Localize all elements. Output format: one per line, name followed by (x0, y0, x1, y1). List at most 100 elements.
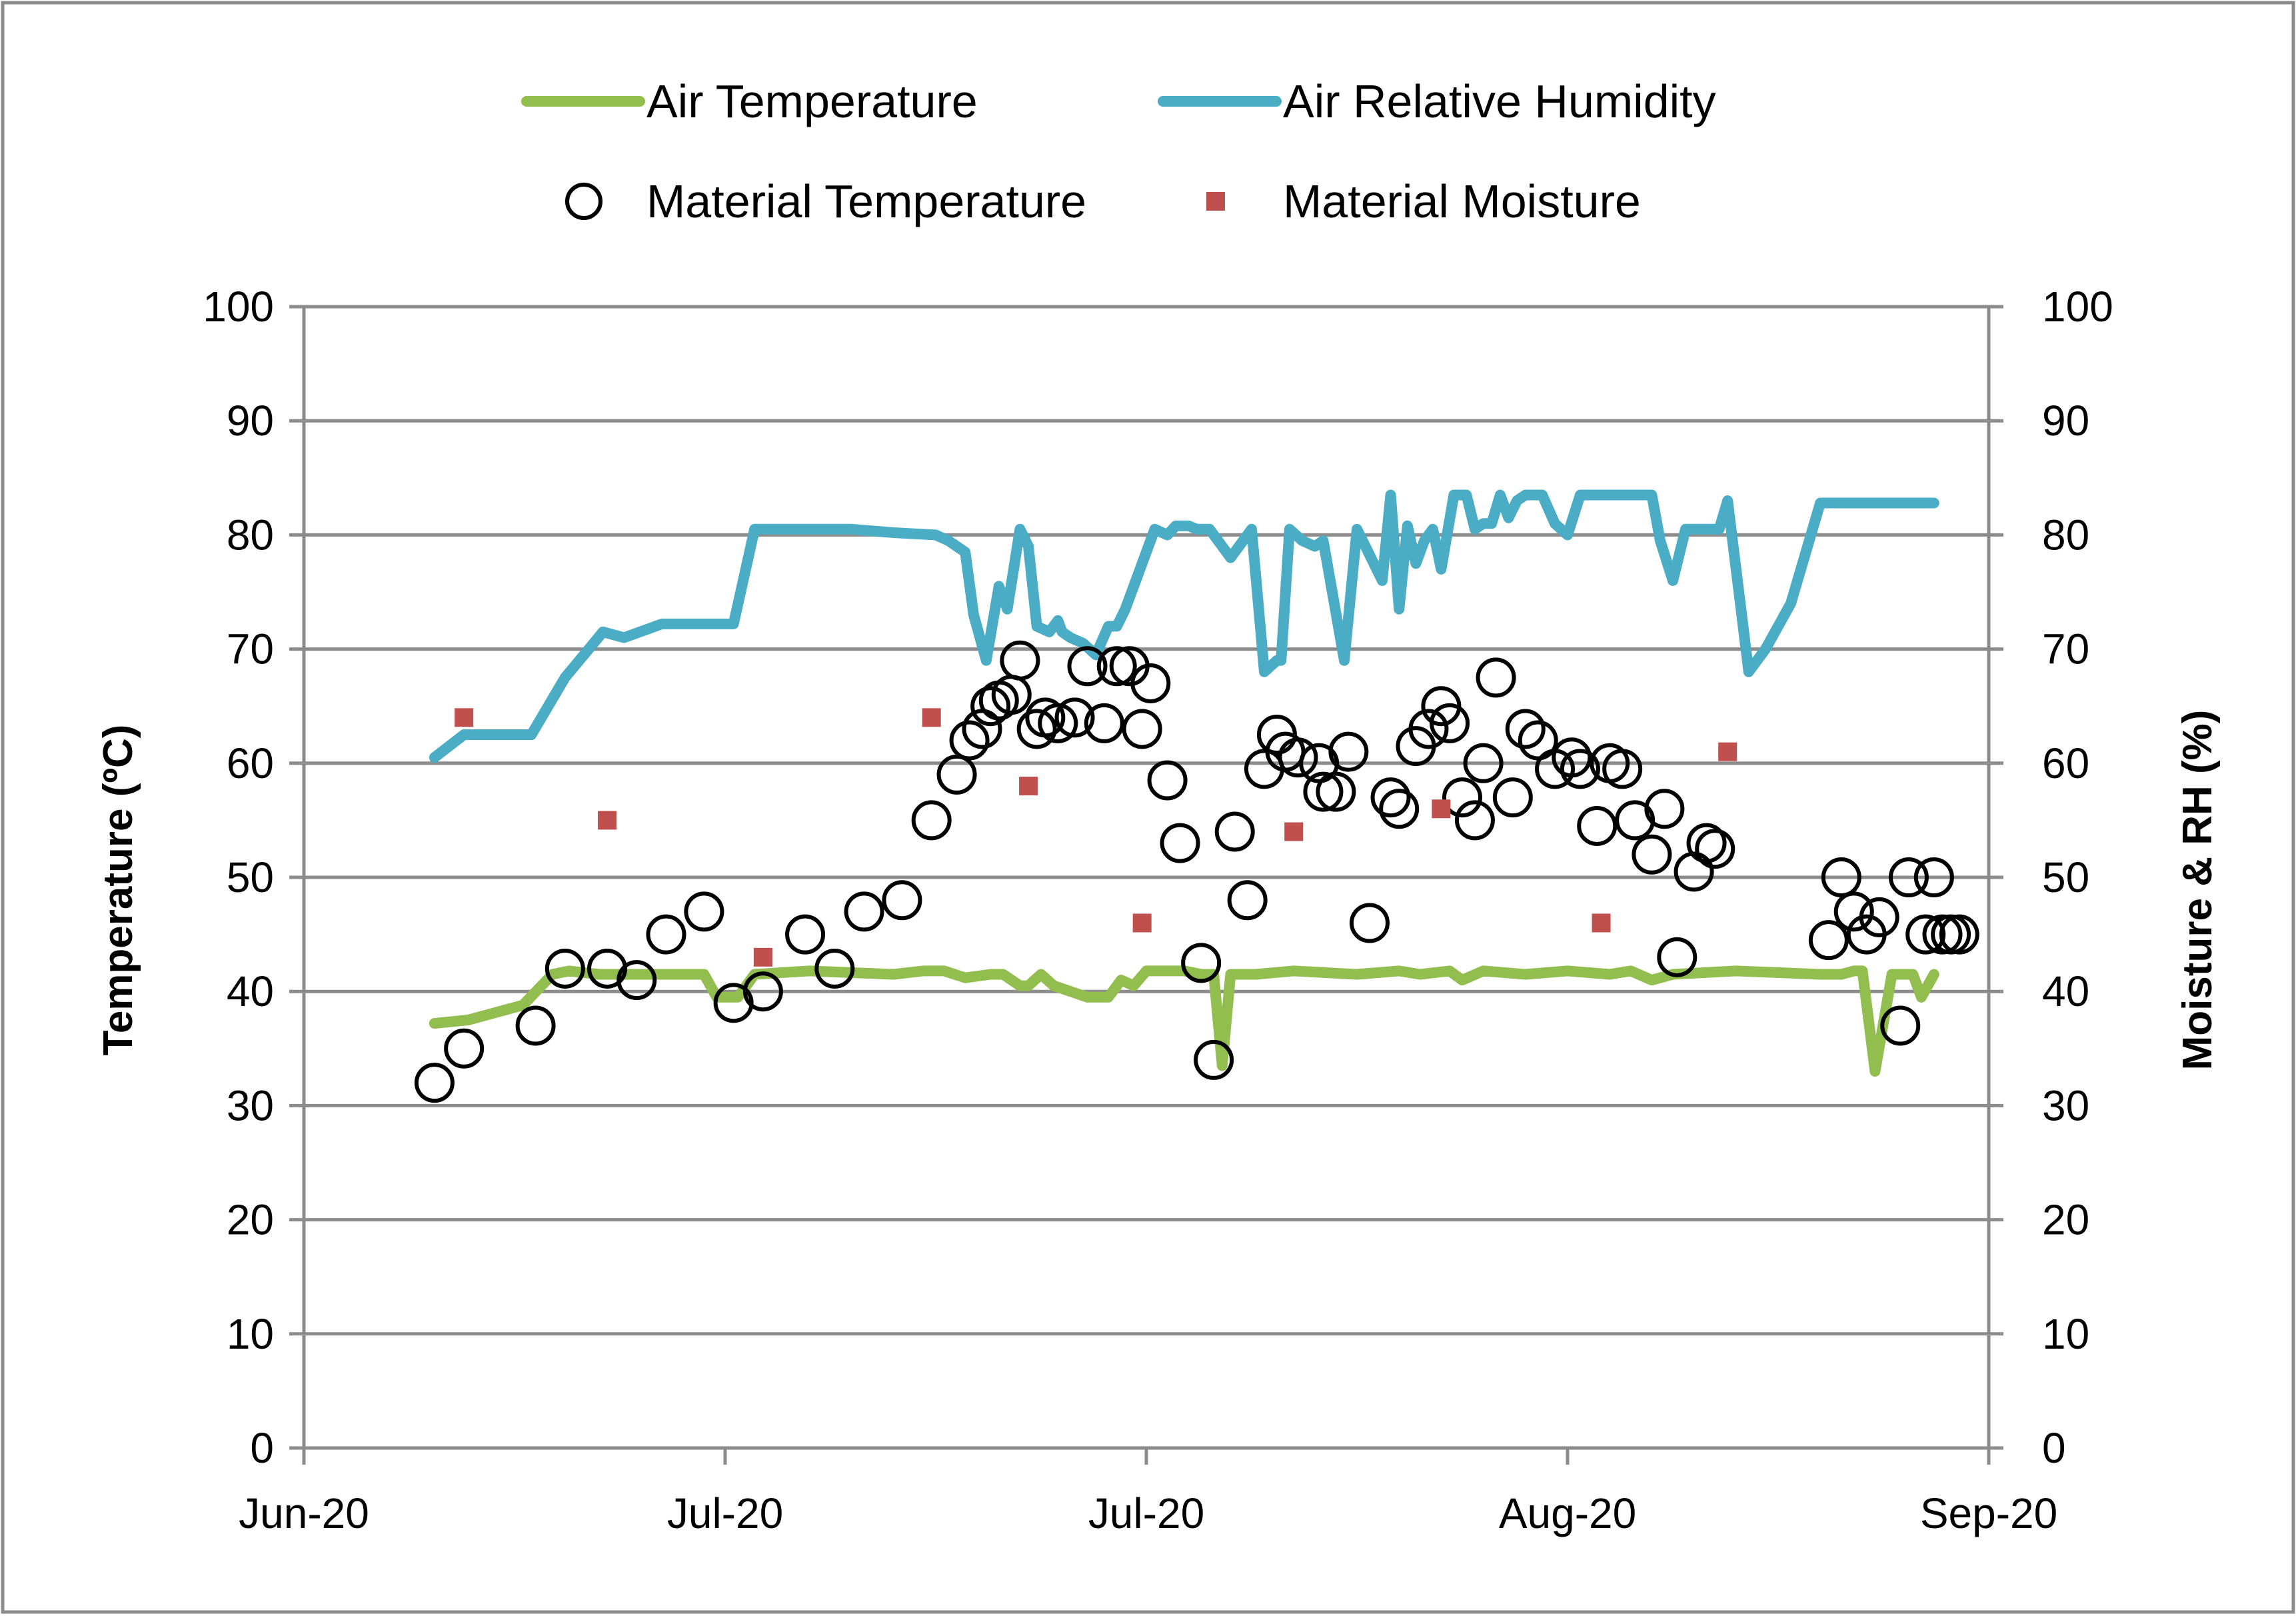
point-material-temperature (684, 891, 724, 932)
point-material-temperature (1000, 640, 1040, 681)
point-material-moisture (598, 811, 617, 830)
point-material-temperature (1349, 903, 1390, 943)
point-material-moisture (1284, 822, 1304, 841)
y2-tick-label: 20 (2042, 1196, 2089, 1244)
point-material-temperature (1476, 657, 1516, 698)
y2-tick-label: 0 (2042, 1424, 2066, 1472)
point-material-temperature (1442, 777, 1482, 818)
point-material-temperature (1379, 789, 1420, 829)
point-material-moisture (1132, 913, 1152, 933)
point-material-temperature (1833, 891, 1874, 932)
point-material-temperature (1054, 697, 1095, 738)
legend-swatch (1206, 192, 1225, 211)
legend-label: Material Temperature (646, 175, 1086, 227)
y2-tick-label: 80 (2042, 511, 2089, 559)
series-line-air-temperature (429, 965, 1939, 1077)
point-material-temperature (1577, 805, 1618, 846)
point-material-moisture (1718, 742, 1737, 761)
point-material-temperature (1632, 834, 1672, 875)
legend-label: Material Moisture (1283, 175, 1641, 227)
point-material-temperature (1370, 777, 1411, 818)
point-material-temperature (1181, 943, 1222, 983)
point-material-temperature (844, 891, 884, 932)
point-material-temperature (1602, 749, 1643, 789)
x-tick-label: Jul-20 (667, 1489, 783, 1537)
point-material-temperature (545, 948, 585, 989)
point-material-temperature (1939, 914, 1979, 955)
point-material-temperature (1913, 857, 1954, 897)
legend-label: Air Relative Humidity (1283, 75, 1716, 127)
legend-item-material-temperature: Material Temperature (565, 175, 1086, 227)
point-material-temperature (1859, 897, 1899, 937)
point-material-temperature (1492, 777, 1533, 818)
point-material-temperature (1278, 737, 1318, 778)
point-material-temperature (1214, 811, 1255, 852)
x-tick-label: Aug-20 (1499, 1489, 1636, 1537)
point-material-temperature (1067, 646, 1108, 687)
y-tick-label: 60 (227, 739, 274, 787)
point-material-temperature (1408, 709, 1449, 749)
series-layer (414, 489, 1979, 1103)
y2-tick-label: 50 (2042, 853, 2089, 901)
legend-label: Air Temperature (646, 75, 978, 127)
point-material-temperature (1303, 771, 1344, 812)
y-tick-label: 10 (227, 1310, 274, 1358)
point-material-moisture (1019, 777, 1038, 796)
point-material-temperature (1130, 663, 1171, 703)
point-material-temperature (1328, 731, 1369, 772)
point-material-temperature (1644, 789, 1685, 829)
point-material-temperature (1122, 709, 1162, 749)
point-material-temperature (785, 914, 826, 955)
point-material-moisture (455, 708, 474, 727)
point-material-temperature (1016, 709, 1057, 749)
y2-tick-label: 40 (2042, 967, 2089, 1015)
point-material-temperature (1096, 646, 1137, 687)
point-material-temperature (970, 686, 1011, 727)
point-material-temperature (1905, 914, 1946, 955)
legend: Air Temperature Air Relative Humidity Mate… (521, 75, 1716, 227)
point-material-temperature (1552, 737, 1592, 778)
point-material-temperature (936, 754, 977, 795)
point-material-moisture (1432, 799, 1451, 819)
y2-tick-label: 90 (2042, 397, 2089, 445)
point-material-temperature (1463, 743, 1504, 783)
y2-tick-label: 70 (2042, 625, 2089, 673)
point-material-temperature (414, 1063, 455, 1103)
point-material-moisture (753, 947, 772, 967)
y-tick-label: 70 (227, 625, 274, 673)
series-line-air-relative-humidity (429, 489, 1939, 763)
point-material-temperature (1505, 709, 1546, 749)
point-material-temperature (1316, 771, 1356, 812)
x-tick-label: Sep-20 (1920, 1489, 2057, 1537)
point-material-moisture (1592, 913, 1611, 933)
y-tick-label: 100 (203, 283, 274, 331)
point-material-temperature (1880, 1005, 1921, 1046)
y2-tick-label: 30 (2042, 1081, 2089, 1129)
y-tick-label: 20 (227, 1196, 274, 1244)
point-material-temperature (1084, 703, 1124, 743)
point-material-temperature (1686, 823, 1727, 863)
point-material-temperature (444, 1028, 485, 1069)
point-material-temperature (1430, 703, 1470, 743)
y-tick-label: 80 (227, 511, 274, 559)
y2-tick-label: 100 (2042, 283, 2113, 331)
point-material-temperature (1227, 880, 1268, 921)
y-tick-label: 30 (227, 1081, 274, 1129)
point-material-temperature (1821, 857, 1861, 897)
point-material-moisture (922, 708, 941, 727)
y-tick-label: 0 (250, 1424, 274, 1472)
y2-axis-title: Moisture & RH (%) (2175, 710, 2221, 1071)
point-material-temperature (882, 880, 922, 921)
y-tick-label: 90 (227, 397, 274, 445)
point-material-temperature (1194, 1039, 1234, 1080)
point-material-temperature (616, 960, 657, 1001)
point-material-temperature (911, 800, 952, 841)
y-axis-title: Temperature (ºC) (95, 725, 141, 1056)
point-material-temperature (949, 720, 990, 761)
legend-item-material-moisture: Material Moisture (1206, 175, 1641, 227)
legend-swatch (565, 183, 602, 220)
point-material-temperature (1657, 937, 1698, 977)
